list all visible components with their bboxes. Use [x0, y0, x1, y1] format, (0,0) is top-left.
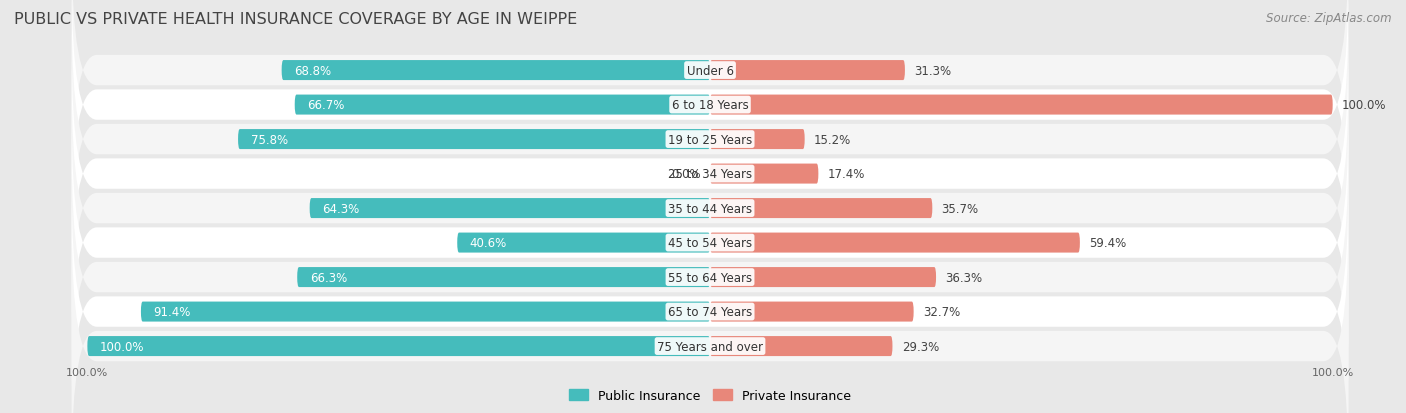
FancyBboxPatch shape [710, 199, 932, 218]
Legend: Public Insurance, Private Insurance: Public Insurance, Private Insurance [564, 384, 856, 407]
Text: 25 to 34 Years: 25 to 34 Years [668, 168, 752, 180]
FancyBboxPatch shape [710, 336, 893, 356]
Text: 0.0%: 0.0% [671, 168, 700, 180]
FancyBboxPatch shape [72, 121, 1348, 366]
Text: 36.3%: 36.3% [945, 271, 983, 284]
Text: 15.2%: 15.2% [814, 133, 851, 146]
FancyBboxPatch shape [72, 0, 1348, 193]
Text: 35.7%: 35.7% [942, 202, 979, 215]
FancyBboxPatch shape [238, 130, 710, 150]
Text: 6 to 18 Years: 6 to 18 Years [672, 99, 748, 112]
FancyBboxPatch shape [281, 61, 710, 81]
FancyBboxPatch shape [710, 164, 818, 184]
FancyBboxPatch shape [457, 233, 710, 253]
Text: 35 to 44 Years: 35 to 44 Years [668, 202, 752, 215]
Text: 66.7%: 66.7% [307, 99, 344, 112]
Text: 64.3%: 64.3% [322, 202, 360, 215]
Text: 32.7%: 32.7% [922, 305, 960, 318]
FancyBboxPatch shape [72, 17, 1348, 262]
FancyBboxPatch shape [710, 130, 804, 150]
FancyBboxPatch shape [710, 302, 914, 322]
Text: 17.4%: 17.4% [828, 168, 865, 180]
Text: 91.4%: 91.4% [153, 305, 191, 318]
FancyBboxPatch shape [72, 0, 1348, 228]
FancyBboxPatch shape [87, 336, 710, 356]
FancyBboxPatch shape [72, 155, 1348, 400]
Text: 65 to 74 Years: 65 to 74 Years [668, 305, 752, 318]
Text: 100.0%: 100.0% [100, 340, 145, 353]
Text: PUBLIC VS PRIVATE HEALTH INSURANCE COVERAGE BY AGE IN WEIPPE: PUBLIC VS PRIVATE HEALTH INSURANCE COVER… [14, 12, 578, 27]
FancyBboxPatch shape [309, 199, 710, 218]
FancyBboxPatch shape [72, 224, 1348, 413]
FancyBboxPatch shape [72, 189, 1348, 413]
Text: 55 to 64 Years: 55 to 64 Years [668, 271, 752, 284]
FancyBboxPatch shape [141, 302, 710, 322]
FancyBboxPatch shape [72, 52, 1348, 297]
FancyBboxPatch shape [710, 95, 1333, 115]
Text: 59.4%: 59.4% [1090, 237, 1126, 249]
Text: 19 to 25 Years: 19 to 25 Years [668, 133, 752, 146]
FancyBboxPatch shape [297, 268, 710, 287]
Text: 29.3%: 29.3% [901, 340, 939, 353]
Text: 66.3%: 66.3% [309, 271, 347, 284]
Text: Under 6: Under 6 [686, 64, 734, 77]
Text: 68.8%: 68.8% [294, 64, 332, 77]
FancyBboxPatch shape [72, 86, 1348, 331]
FancyBboxPatch shape [295, 95, 710, 115]
FancyBboxPatch shape [710, 268, 936, 287]
Text: 100.0%: 100.0% [1343, 99, 1386, 112]
Text: 45 to 54 Years: 45 to 54 Years [668, 237, 752, 249]
Text: 40.6%: 40.6% [470, 237, 508, 249]
Text: 31.3%: 31.3% [914, 64, 952, 77]
Text: 75 Years and over: 75 Years and over [657, 340, 763, 353]
Text: 75.8%: 75.8% [250, 133, 288, 146]
FancyBboxPatch shape [710, 233, 1080, 253]
FancyBboxPatch shape [710, 61, 905, 81]
Text: Source: ZipAtlas.com: Source: ZipAtlas.com [1267, 12, 1392, 25]
